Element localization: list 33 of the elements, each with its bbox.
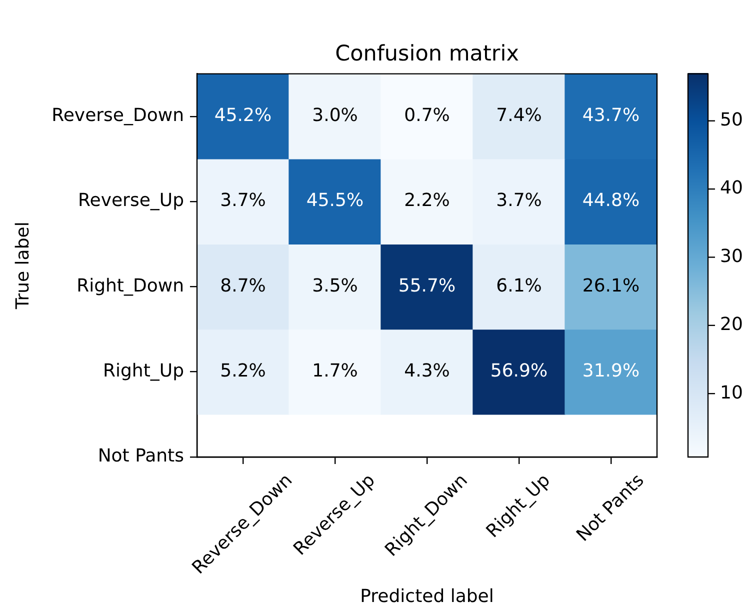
data-label: 56.9% [490, 360, 548, 382]
chart-title: Confusion matrix [335, 41, 520, 66]
data-label: 0.7% [404, 105, 450, 126]
y-tick-label: Right_Down [76, 275, 184, 296]
data-label: 26.1% [582, 275, 640, 296]
color-bar-label: 30 [720, 246, 743, 267]
data-label: 55.7% [398, 275, 456, 296]
data-label: 3.7% [496, 190, 542, 212]
data-label: 4.3% [404, 360, 450, 382]
color-bar-label: 20 [720, 314, 743, 336]
data-label: 7.4% [496, 105, 542, 126]
data-label: 31.9% [582, 360, 640, 382]
data-label: 6.1% [496, 275, 542, 296]
data-label: 3.0% [312, 105, 358, 126]
data-label: 45.2% [214, 105, 272, 126]
y-tick-label: Reverse_Up [78, 190, 184, 212]
data-label: 3.7% [220, 190, 266, 212]
y-tick-label: Reverse_Down [52, 105, 184, 126]
x-axis-title: Predicted label [360, 586, 494, 607]
y-tick-label: Right_Up [103, 360, 184, 382]
data-label: 2.2% [404, 190, 450, 212]
data-label: 43.7% [582, 105, 640, 126]
color-bar-label: 40 [720, 178, 743, 199]
y-axis-title: True label [12, 222, 34, 310]
color-bar-label: 50 [720, 110, 743, 131]
data-label: 8.7% [220, 275, 266, 296]
data-label: 5.2% [220, 360, 266, 382]
data-label: 3.5% [312, 275, 358, 296]
data-label: 45.5% [306, 190, 364, 212]
color-bar-label: 10 [720, 382, 743, 404]
data-label: 44.8% [582, 190, 640, 212]
data-label: 1.7% [312, 360, 358, 382]
y-tick-label: Not Pants [98, 446, 184, 467]
